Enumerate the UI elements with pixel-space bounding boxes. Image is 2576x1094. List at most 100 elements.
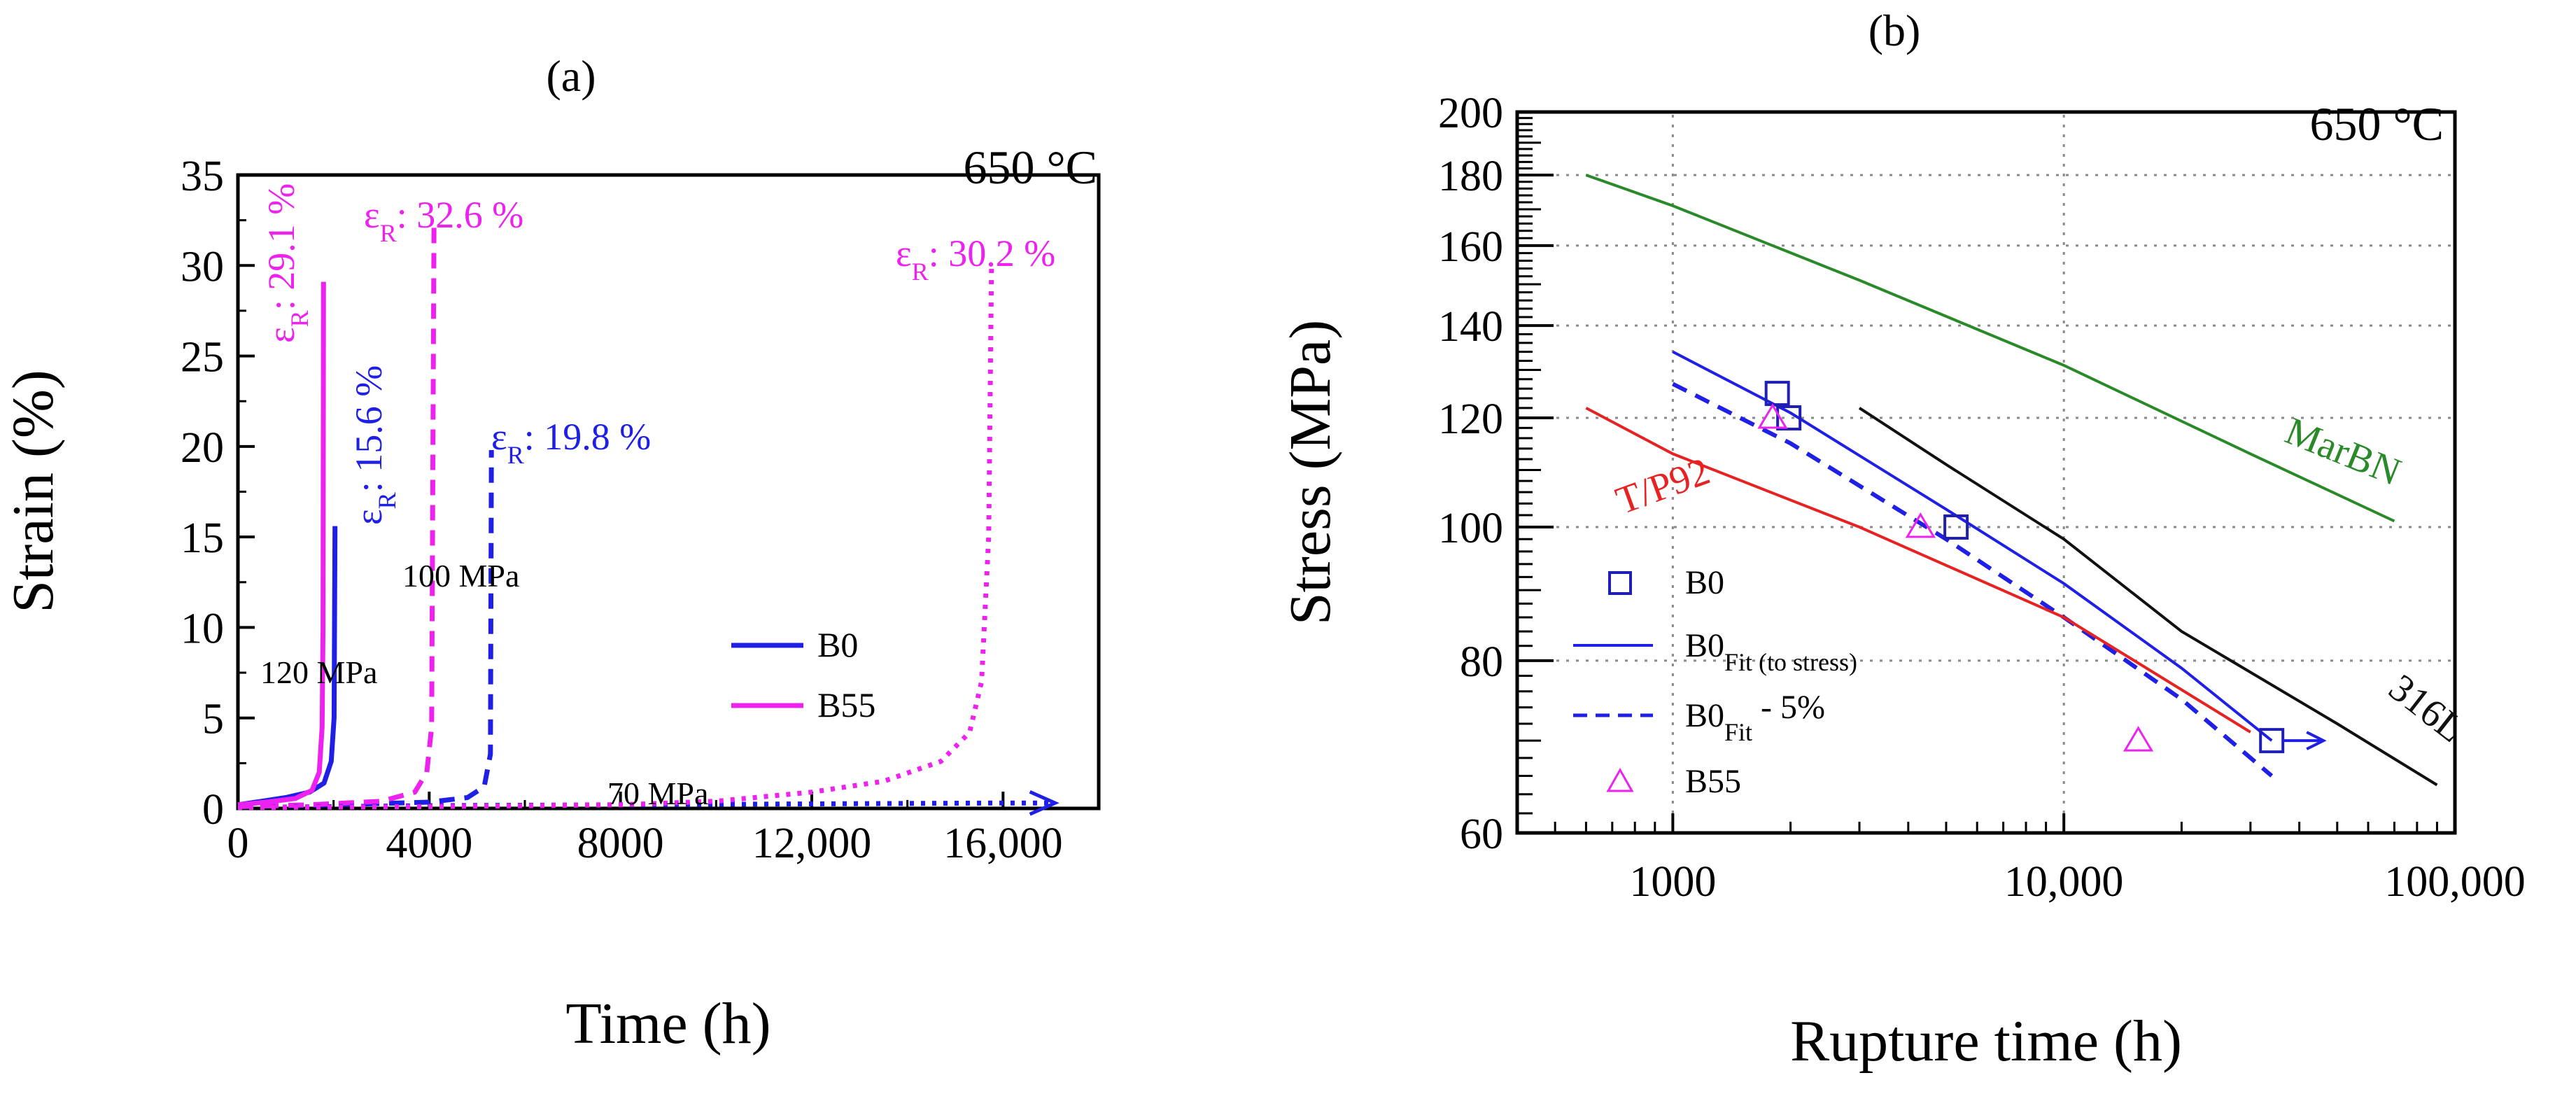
- y-tick-label: 100: [1438, 505, 1503, 552]
- y-tick-label: 140: [1438, 303, 1503, 351]
- epsilon-subscript: R: [373, 492, 401, 509]
- y-tick-label: 30: [181, 243, 224, 290]
- panel-b: (b) 1000 10,000 100,000 60 80 100 120 140 160 180…: [1278, 6, 2526, 1074]
- stress-label-120: 120 MPa: [260, 654, 377, 690]
- series-line-marbn: [1585, 174, 2395, 523]
- y-tick-label: 200: [1438, 90, 1503, 137]
- panel-a-plot-area: 0 4000 8000 12,000 16,000 0 5 10 15 20 25 30 35: [181, 153, 1101, 867]
- legend-label-b55: B55: [817, 685, 875, 724]
- y-tick-label: 20: [181, 424, 224, 472]
- annotation-b55-70: εR: 30.2 %: [896, 232, 1055, 286]
- panel-a: (a) 0 4000 8000 12,000 16,00005101520253035 …: [1, 51, 1101, 1056]
- series-line-t-p92: [1585, 407, 2251, 734]
- panel-a-tick-labels: 0 4000 8000 12,000 16,000 0 5 10 15 20 25 30 35: [181, 153, 1063, 867]
- panel-a-y-axis-label: Strain (%): [1, 370, 66, 613]
- x-tick-label: 16,000: [943, 820, 1063, 867]
- series-line-b0-100mpa: [237, 449, 494, 809]
- x-tick-label: 0: [227, 820, 249, 867]
- svg-text:εR: 32.6 %: εR: 32.6 %: [364, 194, 523, 247]
- x-tick-label: 100,000: [2384, 858, 2526, 906]
- annotation-b55-120: εR: 29.1 %: [260, 183, 314, 343]
- runout-arrow-b0-head: [2306, 731, 2327, 750]
- x-tick-label: 1000: [1629, 858, 1716, 906]
- panel-b-y-axis-label: Stress (MPa): [1278, 320, 1343, 625]
- stress-label-70: 70 MPa: [607, 776, 708, 811]
- epsilon-subscript: R: [380, 219, 397, 247]
- epsilon-subscript: R: [286, 310, 314, 327]
- data-point-b55: [2123, 726, 2154, 752]
- legend-label-fit: B0Fit (to stress): [1685, 627, 1857, 676]
- data-point-b55: [1905, 512, 1936, 538]
- y-tick-label: 5: [202, 696, 224, 743]
- curve-label-marbn: MarBN: [2279, 409, 2407, 495]
- series-line-b0-fit-to-stress-: [1672, 350, 2273, 742]
- panel-b-label: (b): [1868, 6, 1921, 55]
- series-line-b0-fit-5-: [1672, 381, 2274, 778]
- curve-label-316l: 316L: [2381, 666, 2472, 751]
- y-tick-label: 35: [181, 153, 224, 200]
- series-line-b55-120mpa: [237, 281, 326, 808]
- annotation-b55-100: εR: 32.6 %: [364, 194, 523, 247]
- annotation-value: : 32.6 %: [397, 194, 524, 236]
- legend-marker-b55: [1606, 767, 1634, 792]
- legend-label-b55: B55: [1685, 763, 1741, 800]
- x-tick-label: 8000: [577, 820, 664, 867]
- annotation-b0-120: εR: 15.6 %: [348, 365, 401, 525]
- data-point-b0: [1764, 381, 1790, 407]
- series-line-316l: [1858, 407, 2438, 787]
- epsilon-symbol: ε: [896, 232, 912, 274]
- legend-label-b0: B0: [817, 625, 858, 664]
- data-point-b0: [1776, 405, 1802, 431]
- panel-b-plot-area: 1000 10,000 100,000 60 80 100 120 140 160 180 200: [1438, 90, 2526, 906]
- epsilon-symbol: ε: [491, 416, 507, 458]
- x-tick-label: 12,000: [752, 820, 872, 867]
- annotation-value: : 29.1 %: [260, 183, 302, 311]
- data-point-b55: [1757, 403, 1788, 429]
- panel-b-legend: B0 B0Fit (to stress) B0Fit - 5% B55: [1573, 564, 1857, 800]
- y-tick-label: 25: [181, 334, 224, 381]
- panel-b-temperature: 650 °C: [2309, 97, 2444, 150]
- panel-a-temperature: 650 °C: [963, 141, 1097, 194]
- y-tick-label: 80: [1460, 638, 1503, 686]
- annotation-b0-100: εR: 19.8 %: [491, 416, 651, 469]
- y-tick-label: 60: [1460, 811, 1503, 858]
- y-tick-label: 180: [1438, 153, 1503, 200]
- panel-a-legend: B0 B55: [731, 625, 875, 724]
- series-line-b55-70mpa: [237, 262, 994, 811]
- y-tick-label: 160: [1438, 223, 1503, 271]
- runout-arrow-b0-70: [1029, 790, 1060, 816]
- y-tick-label: 0: [202, 786, 224, 834]
- legend-label-fit-5pct: B0Fit - 5%: [1685, 689, 1825, 746]
- panel-b-axis-ticks: [1516, 111, 2456, 834]
- legend-label-b0: B0: [1685, 564, 1724, 601]
- y-tick-label: 15: [181, 514, 224, 562]
- svg-text:εR: 15.6 %: εR: 15.6 %: [348, 365, 401, 525]
- stress-label-100: 100 MPa: [402, 558, 519, 594]
- annotation-value: : 19.8 %: [524, 416, 652, 458]
- x-tick-label: 4000: [386, 820, 472, 867]
- curve-label-tp92: T/P92: [1610, 449, 1715, 523]
- svg-text:εR: 29.1 %: εR: 29.1 %: [260, 183, 314, 343]
- epsilon-symbol: ε: [348, 509, 390, 525]
- epsilon-subscript: R: [912, 258, 929, 286]
- svg-text:εR: 30.2 %: εR: 30.2 %: [896, 232, 1055, 286]
- epsilon-subscript: R: [507, 441, 524, 469]
- panel-a-series: [237, 218, 1060, 816]
- x-tick-label: 10,000: [2004, 858, 2124, 906]
- y-tick-label: 10: [181, 605, 224, 652]
- panel-b-frame: [1515, 110, 2457, 835]
- y-tick-label: 120: [1438, 395, 1503, 443]
- annotation-value: : 15.6 %: [348, 365, 390, 493]
- series-line-b55-100mpa: [237, 218, 437, 809]
- panel-b-x-axis-label: Rupture time (h): [1790, 1009, 2182, 1074]
- epsilon-symbol: ε: [364, 194, 380, 236]
- epsilon-symbol: ε: [260, 327, 302, 343]
- svg-text:εR: 19.8 %: εR: 19.8 %: [491, 416, 651, 469]
- legend-marker-b0: [1608, 571, 1632, 595]
- annotation-value: : 30.2 %: [929, 232, 1056, 274]
- panel-b-grid: [1517, 112, 2455, 833]
- panel-b-series: [1585, 174, 2438, 787]
- data-point-b0: [1943, 514, 1969, 540]
- panel-a-label: (a): [546, 51, 596, 101]
